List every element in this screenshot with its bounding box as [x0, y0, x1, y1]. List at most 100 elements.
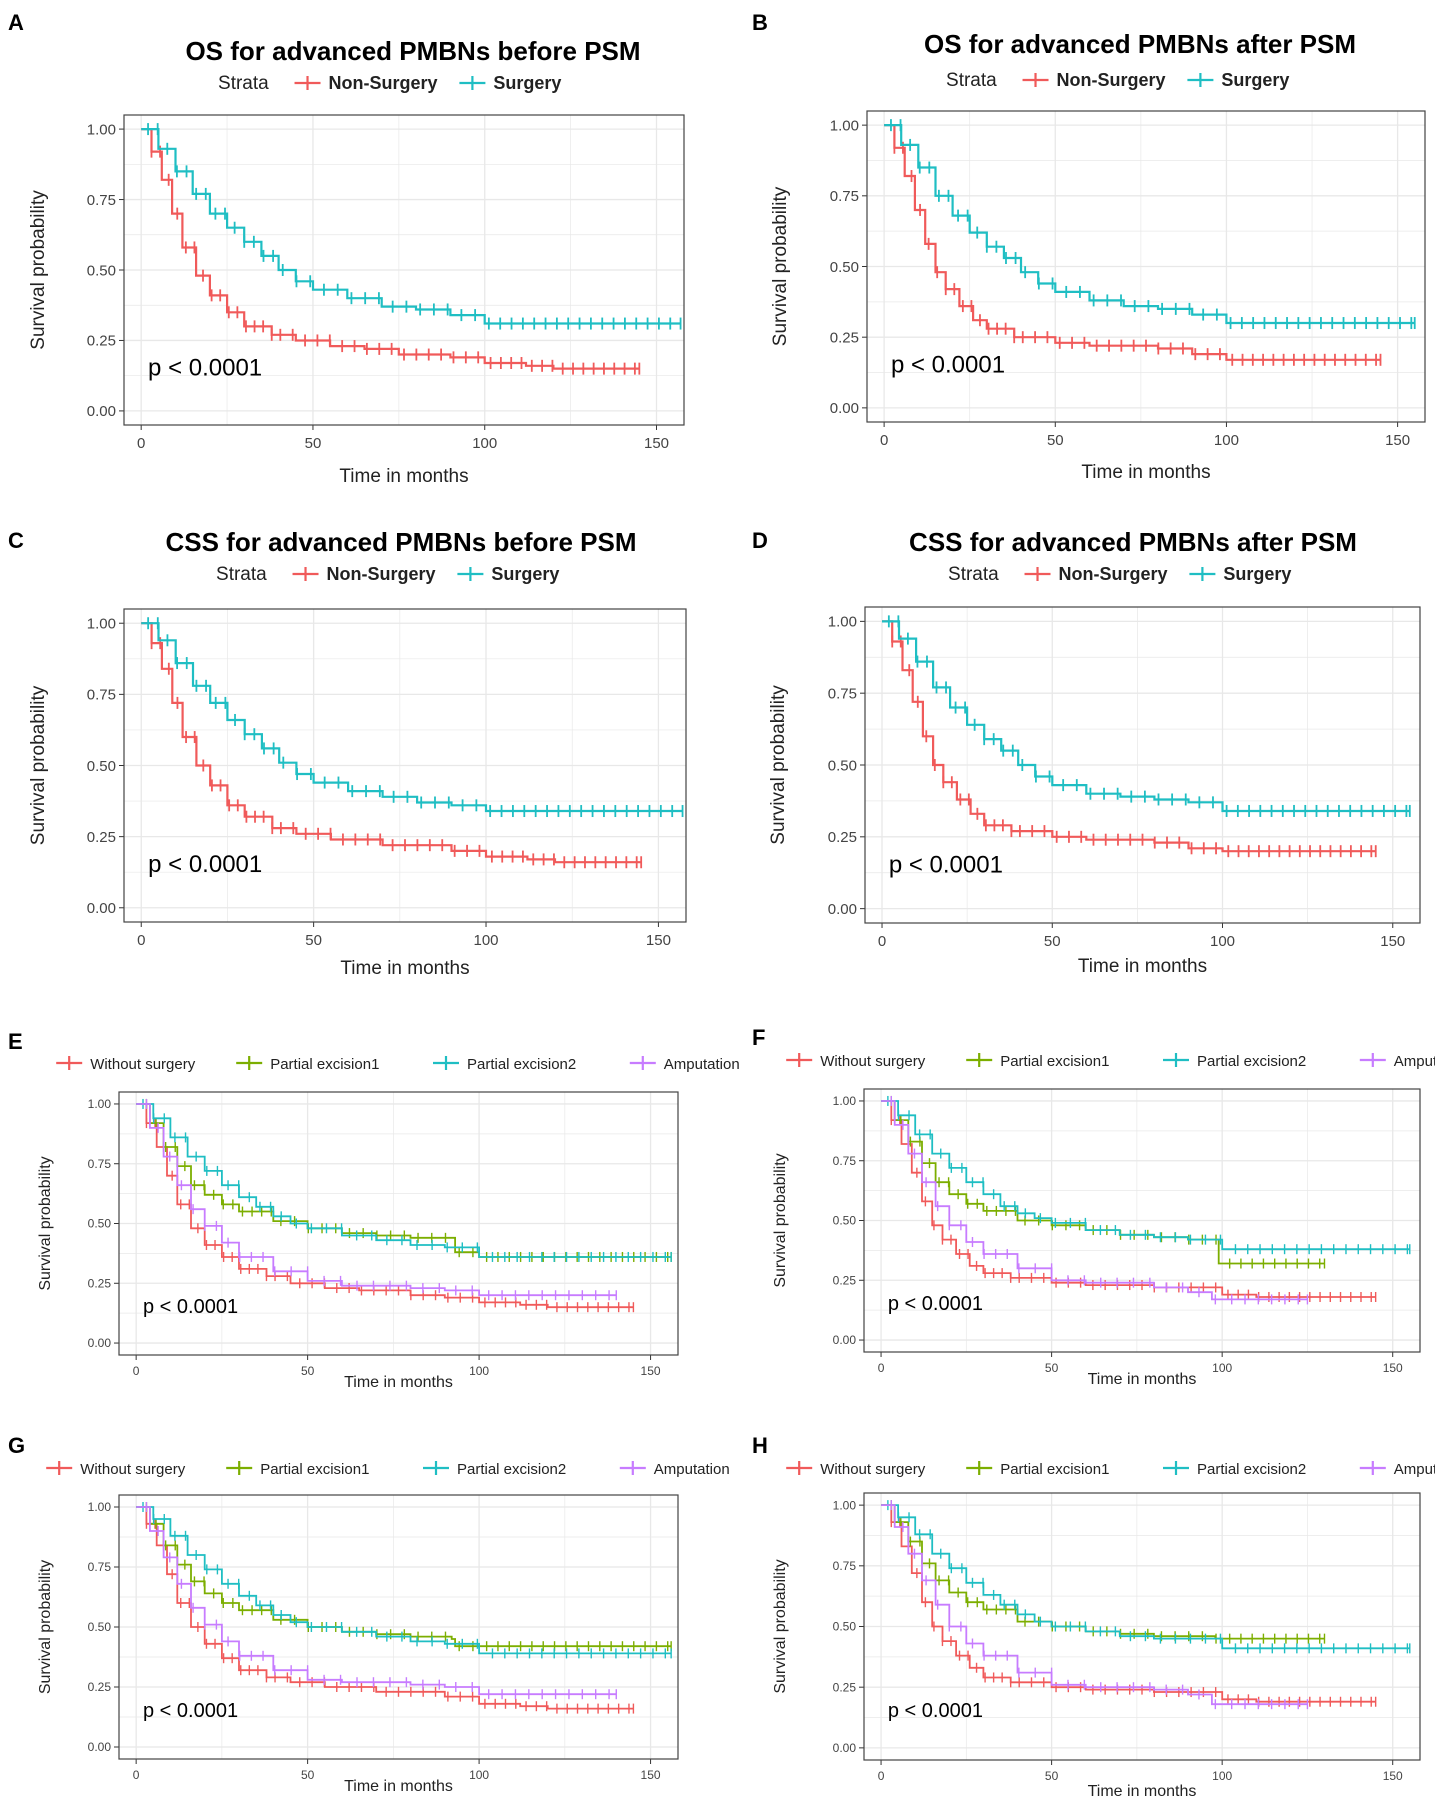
legend-key	[423, 1461, 449, 1475]
y-tick-label: 0.25	[87, 829, 116, 846]
y-tick-label: 0.75	[87, 192, 116, 209]
p-value-annotation: p < 0.0001	[889, 852, 1003, 879]
x-tick-label: 50	[1044, 933, 1061, 950]
legend-key	[236, 1056, 263, 1070]
y-tick-label: 1.00	[87, 615, 116, 632]
legend-key	[1359, 1053, 1386, 1067]
x-tick-label: 150	[641, 1364, 661, 1378]
x-tick-label: 0	[137, 932, 145, 949]
gridlines	[867, 111, 1425, 422]
x-tick-label: 50	[1045, 1769, 1059, 1783]
legend-entry-label: Partial excision1	[1000, 1461, 1109, 1478]
y-tick-label: 0.00	[830, 400, 859, 417]
panel-a: A OS for advanced PMBNs before PSM Strata N…	[8, 10, 685, 487]
y-axis-label: Survival probability	[37, 1156, 54, 1290]
panel-letter: H	[752, 1433, 768, 1458]
legend-key	[459, 76, 486, 90]
x-axis-label: Time in months	[344, 1374, 453, 1391]
legend-entry-label: Partial excision2	[1197, 1461, 1306, 1478]
x-tick-label: 100	[1210, 933, 1235, 950]
panel-h: H Without surgery Partial excision1 Partial…	[752, 1433, 1435, 1800]
x-axis-label: Time in months	[344, 1778, 453, 1795]
plot-area: 0.00 0.25 0.50 0.75 1.00 0 50 100 150 p < 0.0001	[87, 608, 687, 949]
y-tick-label: 1.00	[88, 1097, 112, 1111]
panel-f: F Without surgery Partial excision1 Partial…	[752, 1025, 1435, 1388]
panel-letter: F	[752, 1025, 765, 1050]
p-value-annotation: p < 0.0001	[143, 1296, 238, 1318]
x-tick-label: 0	[878, 1769, 885, 1783]
legend-key	[966, 1461, 993, 1475]
y-tick-label: 0.50	[88, 1620, 112, 1634]
legend-entry-label: Non-Surgery	[327, 564, 436, 584]
x-tick-label: 50	[301, 1364, 315, 1378]
legend-entry-label: Partial excision1	[260, 1461, 369, 1478]
p-value-annotation: p < 0.0001	[148, 355, 262, 382]
legend-entry-label: Partial excision2	[457, 1461, 566, 1478]
gridlines	[124, 609, 686, 922]
legend-key	[294, 76, 321, 90]
survival-curve	[882, 620, 1410, 813]
y-axis-label: Survival probability	[770, 186, 791, 346]
series-non-surgery	[882, 620, 1377, 858]
y-tick-label: 0.50	[88, 1217, 112, 1231]
panel-g: G Without surgery Partial excision1 Partial…	[8, 1433, 730, 1795]
p-value-annotation: p < 0.0001	[143, 1700, 238, 1722]
x-tick-label: 150	[646, 932, 671, 949]
panel-d: D CSS for advanced PMBNs after PSM Strata N…	[752, 527, 1421, 977]
plot-border	[118, 1494, 679, 1760]
legend-key	[786, 1053, 813, 1067]
legend-entry-label: Amputation	[664, 1056, 740, 1073]
panel-letter: A	[8, 10, 24, 35]
legend-entry-label: Surgery	[1221, 70, 1289, 90]
plot-area: 0.00 0.25 0.50 0.75 1.00 0 50 100 150 p < 0.0001	[833, 1492, 1421, 1783]
legend-entry-label: Amputation	[1394, 1461, 1435, 1478]
series-partial-excision2	[881, 1095, 1411, 1255]
survival-curve	[881, 1100, 1410, 1251]
series-amputation	[881, 1095, 1309, 1305]
x-axis-label: Time in months	[339, 466, 468, 487]
y-tick-label: 0.50	[87, 758, 116, 775]
x-tick-label: 100	[1212, 1769, 1232, 1783]
survival-curve	[136, 1506, 672, 1655]
survival-curve	[136, 1506, 634, 1710]
y-tick-label: 0.25	[833, 1273, 857, 1287]
legend-key	[619, 1461, 646, 1475]
legend-key	[1024, 567, 1051, 581]
x-tick-label: 0	[133, 1364, 140, 1378]
x-tick-label: 150	[1385, 432, 1410, 449]
x-tick-label: 100	[1212, 1361, 1232, 1375]
series-without-surgery	[881, 1504, 1377, 1707]
legend-key	[786, 1461, 813, 1475]
y-tick-label: 0.50	[87, 262, 116, 279]
y-tick-label: 0.50	[833, 1620, 857, 1634]
plot-border	[863, 1088, 1421, 1353]
plot-border	[863, 1492, 1421, 1761]
panel-letter: D	[752, 528, 768, 553]
x-axis-label: Time in months	[1081, 462, 1210, 483]
x-tick-label: 0	[878, 1361, 885, 1375]
legend-key	[46, 1461, 73, 1475]
y-tick-label: 1.00	[87, 121, 116, 138]
legend-key	[56, 1056, 83, 1070]
legend-key	[966, 1053, 993, 1067]
y-tick-label: 0.25	[88, 1276, 112, 1290]
legend-key	[1359, 1461, 1386, 1475]
legend-entry-label: Partial excision1	[1000, 1053, 1109, 1070]
gridlines	[865, 607, 1420, 923]
survival-curve	[141, 128, 681, 325]
legend-entry-label: Non-Surgery	[1059, 564, 1168, 584]
legend-entry-label: Non-Surgery	[1057, 70, 1166, 90]
y-axis-label: Survival probability	[37, 1560, 54, 1694]
y-tick-label: 0.00	[833, 1741, 857, 1755]
gridlines	[864, 1493, 1420, 1760]
chart-title: CSS for advanced PMBNs after PSM	[909, 527, 1357, 557]
series-non-surgery	[141, 622, 643, 869]
legend-key	[629, 1056, 656, 1070]
x-axis-label: Time in months	[1078, 956, 1207, 977]
legend-title: Strata	[948, 564, 999, 585]
gridlines	[124, 115, 684, 425]
plot-border	[864, 606, 1421, 924]
legend-key	[292, 567, 319, 581]
legend: Without surgery Partial excision1 Partial …	[56, 1056, 740, 1073]
chart-title: CSS for advanced PMBNs before PSM	[166, 527, 637, 557]
